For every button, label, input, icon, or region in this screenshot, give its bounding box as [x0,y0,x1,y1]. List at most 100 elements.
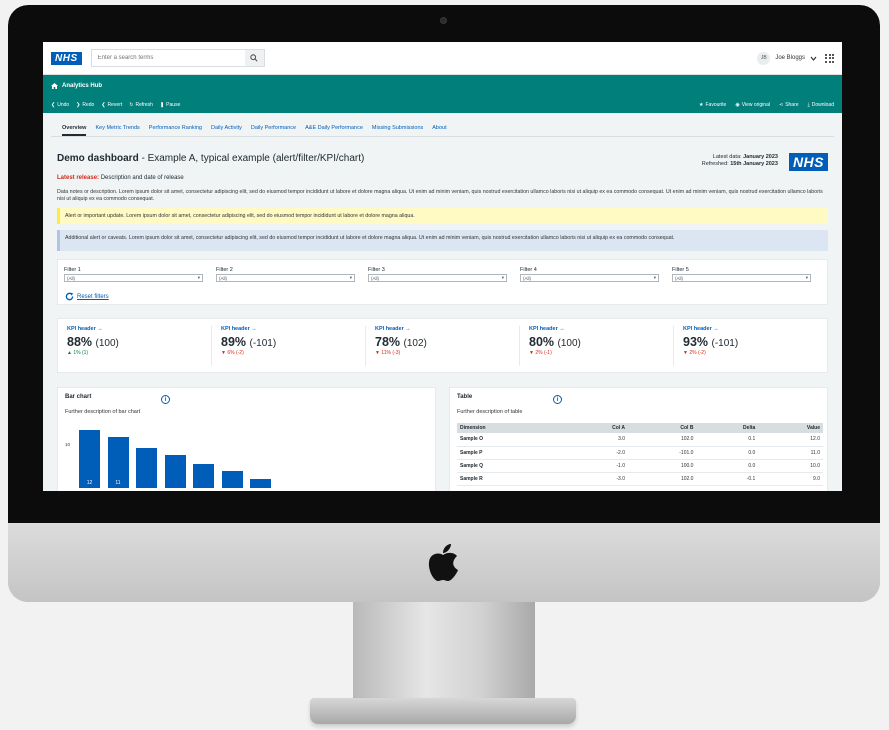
filter-select[interactable]: (All) ▾ [216,274,355,282]
filter-3: Filter 3 (All) ▾ [368,267,507,282]
column-header[interactable]: Value [758,423,823,433]
filter-select[interactable]: (All) ▾ [672,274,811,282]
share-icon: ⋖ [778,101,784,108]
column-header[interactable]: Col B [628,423,697,433]
kpi-header-link[interactable]: KPI header → [683,326,719,332]
reset-filters-label: Reset filters [77,293,109,300]
table-cell: 12.0 [758,433,823,447]
kpi-header-link[interactable]: KPI header → [67,326,103,332]
data-meta: Latest data: January 2023 Refreshed: 15t… [702,154,778,171]
monitor-stand-neck [353,602,535,700]
release-line: Latest release: Description and date of … [57,175,828,181]
bar[interactable] [164,455,186,488]
download-button[interactable]: ⤓ Download [808,102,834,108]
kpi-value: 78% (102) [375,335,519,349]
bar[interactable] [221,471,243,488]
kpi-percent: 88% [67,335,93,349]
kpi-header-link[interactable]: KPI header → [529,326,565,332]
search-button[interactable] [244,50,264,66]
search-input[interactable] [91,50,245,66]
favourite-button[interactable]: ★ Favourite [699,102,726,108]
kpi-card: KPI header → 80% (100) ▼ 2% (-1) [520,326,674,366]
filter-label: Filter 5 [672,267,689,273]
tab-ae-daily-performance[interactable]: A&E Daily Performance [305,125,363,131]
info-icon[interactable]: i [161,395,170,404]
tab-daily-performance[interactable]: Daily Performance [250,125,297,131]
tab-overview[interactable]: Overview [62,125,87,136]
pause-button[interactable]: ❚ Pause [160,102,180,108]
chevron-down-icon: ▾ [653,275,656,280]
latest-value: January 2023 [743,154,778,160]
view-original-label: View original [741,101,770,108]
table-cell: 9.0 [758,472,823,486]
user-menu[interactable]: JB Joe Bloggs [757,51,817,65]
alert-banner: Alert or important update. Lorem ipsum d… [57,208,828,224]
tab-performance-ranking[interactable]: Performance Ranking [148,125,202,131]
column-header[interactable]: Dimension [457,423,565,433]
monitor-stand-foot [310,698,576,724]
table-cell: 3.0 [564,433,629,447]
filter-5: Filter 5 (All) ▾ [672,267,811,282]
kpi-percent: 93% [683,335,709,349]
bar[interactable] [193,463,214,488]
info-icon[interactable]: i [553,395,562,404]
kpi-header-link[interactable]: KPI header → [221,326,257,332]
tab-missing-submissions[interactable]: Missing Submissions [371,125,424,131]
bar-chart-description: Further description of bar chart [65,409,141,415]
column-header[interactable]: Col A [564,423,629,433]
table-panel: Table i Further description of table Dim… [449,387,828,491]
column-header[interactable]: Delta [696,423,759,433]
refresh-icon [65,292,74,301]
reset-filters-link[interactable]: Reset filters [65,292,109,301]
nhs-logo[interactable]: NHS [51,51,82,65]
tab-key-metric-trends[interactable]: Key Metric Trends [95,125,140,131]
redo-label: Redo [82,101,95,108]
search-icon [250,54,258,62]
kpi-header-link[interactable]: KPI header → [375,326,411,332]
hub-title[interactable]: Analytics Hub [43,75,842,96]
filter-select[interactable]: (All) ▾ [368,274,507,282]
filter-2: Filter 2 (All) ▾ [216,267,355,282]
view-original-button[interactable]: ◉ View original [735,102,770,108]
table-cell: 102.0 [628,472,697,486]
undo-label: Undo [57,101,70,108]
y-tick-label: 10 [65,442,71,448]
bar-chart: 12 11 10 [65,426,425,488]
filter-select[interactable]: (All) ▾ [64,274,203,282]
data-table: Dimension Col A Col B Delta Value Sample… [457,423,823,486]
table-description: Further description of table [457,409,523,415]
table-cell: -3.0 [564,472,629,486]
table-cell: -2.0 [564,446,629,460]
bar[interactable]: 11 [107,436,129,488]
filter-select[interactable]: (All) ▾ [520,274,659,282]
bar[interactable] [136,447,157,488]
redo-button[interactable]: ❯ Redo [76,102,94,108]
nhs-logo-large: NHS [788,153,828,171]
table-title: Table [457,394,473,400]
eye-icon: ◉ [735,101,740,108]
tab-bar: Overview Key Metric Trends Performance R… [51,113,834,137]
tab-daily-activity[interactable]: Daily Activity [211,125,242,131]
tab-about[interactable]: About [432,125,447,131]
chevron-down-icon [810,56,817,61]
undo-button[interactable]: ❮ Undo [51,102,69,108]
page-title: Demo dashboard - Example A, typical exam… [57,153,364,171]
app-grid-icon[interactable] [825,53,834,63]
table-row: Sample Q -1.0 100.0 0.0 10.0 [457,459,823,473]
kpi-value: 89% (-101) [221,335,365,349]
bar[interactable] [250,479,271,488]
table-cell: 0.0 [696,446,759,460]
share-button[interactable]: ⋖ Share [779,102,799,108]
monitor: NHS JB Joe Bloggs Analytics Hub [8,5,880,602]
filters-card: Filter 1 (All) ▾ Filter 2 (All) ▾ Filter 3 (A… [57,259,828,305]
refresh-button[interactable]: ↻ Refresh [129,102,153,108]
release-label: Latest release: [57,175,100,181]
table-cell: 0.1 [696,433,759,447]
kpi-change: ▼ 11% (-3) [375,350,401,356]
revert-button[interactable]: ❮ Revert [101,102,122,108]
kpi-change: ▼ 2% (-1) [529,350,552,356]
bar[interactable]: 12 [79,429,100,488]
avatar: JB [757,51,771,65]
refresh-icon: ↻ [129,101,134,108]
table-cell: 11.0 [758,446,823,460]
